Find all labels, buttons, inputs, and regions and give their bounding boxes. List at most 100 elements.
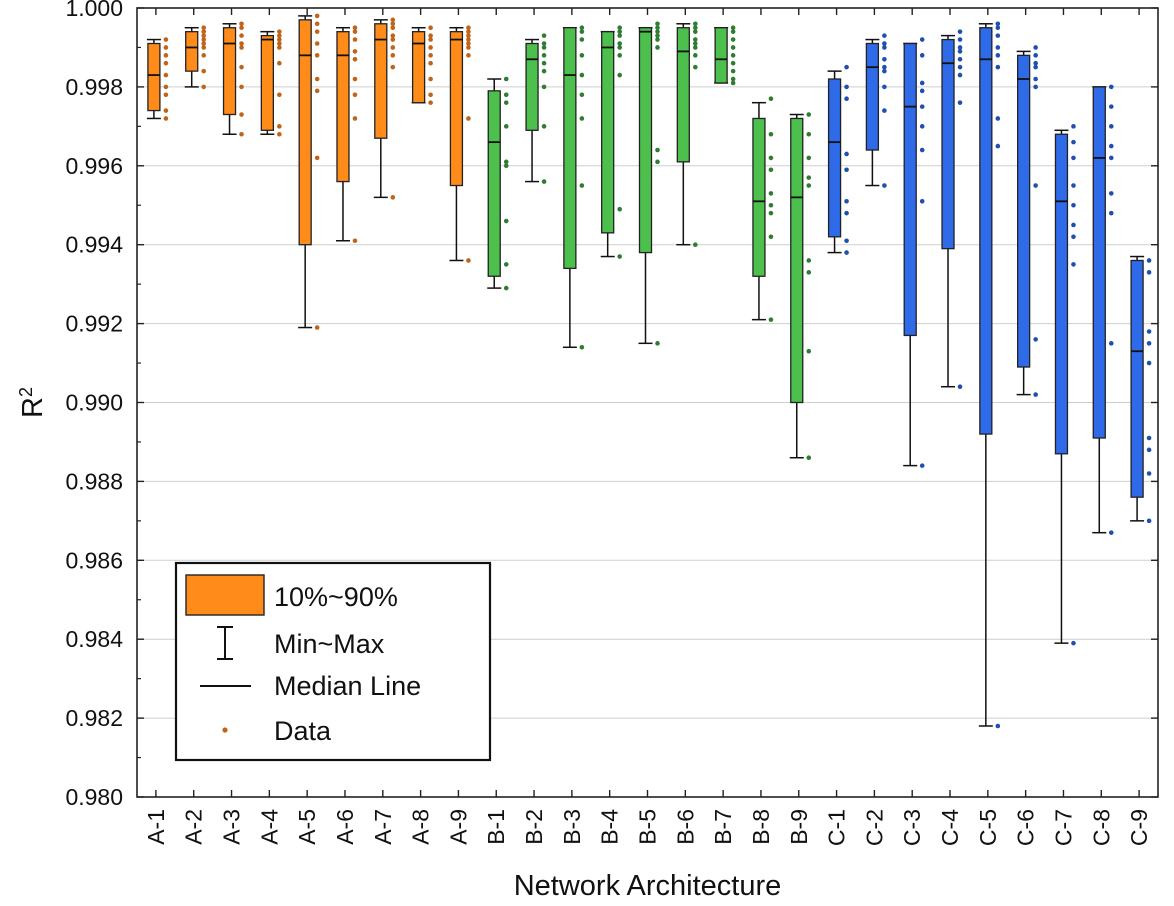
data-point — [390, 53, 396, 58]
data-point — [844, 250, 849, 255]
data-point — [201, 45, 207, 50]
box-rect — [411, 31, 426, 104]
data-point — [1108, 341, 1114, 346]
data-point — [806, 175, 812, 180]
data-point — [919, 104, 925, 109]
data-point — [1033, 76, 1038, 82]
plot-frame — [136, 7, 1159, 798]
data-point — [957, 64, 963, 70]
x-tick-label: C-3 — [899, 809, 925, 846]
legend-label-box: 10%~90% — [274, 582, 398, 612]
data-point — [579, 53, 585, 58]
data-point — [617, 254, 622, 259]
box-b-7 — [714, 25, 736, 86]
data-point — [693, 37, 698, 42]
box-a-7 — [373, 17, 396, 200]
box-rect — [563, 27, 577, 270]
data-point — [390, 21, 396, 27]
data-point — [655, 33, 660, 38]
data-point — [314, 88, 320, 94]
data-point — [919, 88, 925, 94]
data-point — [503, 285, 509, 291]
data-point — [314, 41, 320, 46]
data-point — [1033, 60, 1038, 66]
data-point — [882, 33, 887, 38]
data-point — [579, 344, 585, 350]
data-point — [617, 29, 622, 34]
data-point — [655, 25, 660, 31]
data-point — [919, 53, 925, 58]
data-point — [163, 116, 169, 121]
data-point — [693, 41, 698, 46]
box-rect — [601, 31, 615, 234]
data-point — [163, 72, 169, 78]
data-point — [466, 116, 471, 121]
data-point — [541, 60, 547, 66]
box-b-4 — [600, 25, 622, 259]
box-c-3 — [903, 37, 925, 468]
data-point — [1146, 360, 1152, 366]
box-b-3 — [562, 25, 585, 350]
x-tick-label: C-8 — [1088, 809, 1114, 846]
data-point — [882, 56, 887, 62]
data-point — [466, 258, 471, 263]
data-point — [201, 68, 207, 74]
data-point — [579, 92, 585, 98]
data-point — [995, 53, 1001, 58]
box-a-8 — [411, 25, 433, 105]
data-point — [1108, 84, 1114, 90]
x-tick-label: B-1 — [483, 809, 509, 845]
box-c-6 — [1016, 45, 1038, 397]
box-c-8 — [1092, 84, 1114, 535]
data-point — [277, 92, 282, 98]
data-point — [352, 49, 358, 54]
data-point — [919, 147, 925, 153]
data-point — [1146, 258, 1152, 263]
data-point — [466, 41, 471, 46]
data-point — [277, 33, 282, 38]
data-point — [1146, 341, 1152, 346]
data-point — [919, 37, 925, 42]
box-b-2 — [525, 33, 547, 184]
data-point — [919, 124, 925, 129]
data-point — [277, 60, 282, 66]
data-point — [1146, 471, 1152, 476]
data-point — [957, 49, 963, 54]
data-point — [541, 84, 547, 90]
data-point — [239, 41, 244, 46]
data-point — [352, 116, 358, 121]
y-tick-label: 0.998 — [65, 74, 123, 100]
legend-label-whisker: Min~Max — [274, 629, 385, 659]
data-point — [806, 455, 812, 461]
x-tick-label: A-4 — [256, 809, 282, 845]
data-point — [693, 242, 698, 247]
data-point — [352, 92, 358, 98]
data-point — [730, 45, 736, 50]
data-point — [882, 183, 887, 188]
x-tick-label: A-5 — [294, 809, 320, 845]
box-rect — [449, 31, 464, 187]
data-point — [655, 45, 660, 50]
data-point — [1033, 45, 1038, 50]
data-point — [163, 92, 169, 98]
x-tick-label: A-3 — [219, 809, 245, 845]
data-point — [768, 234, 774, 240]
data-point — [693, 25, 698, 31]
box-rect — [790, 117, 804, 404]
x-tick-label: A-9 — [445, 809, 471, 845]
data-point — [693, 21, 698, 27]
data-point — [352, 25, 358, 31]
box-rect — [487, 90, 501, 277]
data-point — [995, 33, 1001, 38]
data-point — [579, 25, 585, 31]
data-point — [1108, 191, 1114, 196]
data-point — [163, 53, 169, 58]
legend-label-median: Median Line — [274, 671, 421, 701]
data-point — [882, 84, 887, 90]
data-point — [806, 270, 812, 275]
data-point — [314, 76, 320, 82]
x-tick-label: C-2 — [861, 809, 887, 846]
box-rect — [185, 31, 199, 72]
data-point — [201, 84, 207, 90]
